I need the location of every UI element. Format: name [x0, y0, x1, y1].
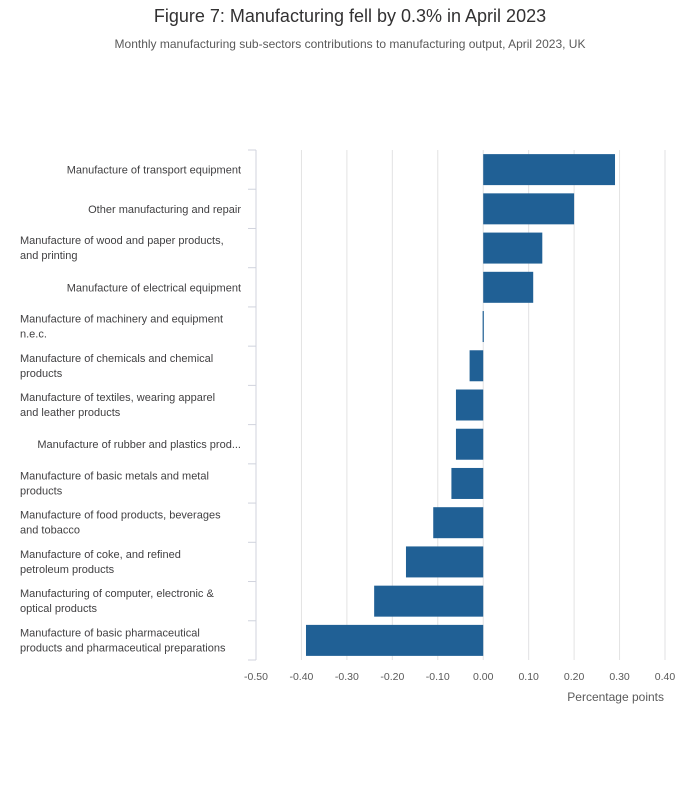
- x-axis-ticks: -0.50 -0.40 -0.30 -0.20 -0.10 0.00 0.10 0.20 0.3…: [244, 671, 675, 683]
- category-label: Manufacture of basic pharmaceutical: [20, 627, 200, 639]
- category-label: Manufacture of transport equipment: [67, 165, 241, 177]
- x-tick-label: -0.10: [426, 671, 450, 683]
- bar: [455, 389, 484, 421]
- category-label: products: [20, 485, 63, 497]
- category-label: Manufacture of electrical equipment: [67, 282, 241, 294]
- bar: [469, 350, 484, 382]
- category-label: optical products: [20, 603, 98, 615]
- category-label: Other manufacturing and repair: [88, 204, 241, 216]
- category-label: n.e.c.: [20, 329, 47, 341]
- bar: [483, 154, 616, 186]
- category-label: Manufacturing of computer, electronic &: [20, 588, 214, 600]
- category-label: and tobacco: [20, 525, 80, 537]
- x-tick-label: 0.40: [655, 671, 676, 683]
- bar: [483, 271, 534, 303]
- chart-subtitle: Monthly manufacturing sub-sectors contri…: [114, 37, 586, 51]
- x-tick-label: 0.30: [609, 671, 630, 683]
- bar: [482, 311, 484, 343]
- bar: [455, 428, 484, 460]
- category-label: and printing: [20, 250, 78, 262]
- chart-title: Figure 7: Manufacturing fell by 0.3% in …: [153, 6, 547, 26]
- category-label: Manufacture of food products, beverages: [20, 510, 221, 522]
- category-label: Manufacture of coke, and refined: [20, 549, 181, 561]
- category-label: Manufacture of wood and paper products,: [20, 235, 224, 247]
- category-label: Manufacture of textiles, wearing apparel: [20, 392, 215, 404]
- x-tick-label: -0.40: [289, 671, 313, 683]
- category-labels: Manufacture of transport equipment Other …: [20, 165, 241, 655]
- category-label: products and pharmaceutical preparations: [20, 642, 226, 654]
- y-axis: [248, 149, 257, 661]
- bar: [433, 507, 484, 539]
- x-tick-label: -0.20: [380, 671, 404, 683]
- category-label: petroleum products: [20, 564, 115, 576]
- category-label: Manufacture of chemicals and chemical: [20, 353, 213, 365]
- x-tick-label: 0.20: [564, 671, 585, 683]
- bar: [405, 546, 484, 578]
- bar: [483, 232, 543, 264]
- category-label: products: [20, 368, 63, 380]
- bars: [305, 154, 616, 656]
- x-tick-label: 0.10: [518, 671, 539, 683]
- bar: [305, 624, 484, 656]
- x-tick-label: -0.50: [244, 671, 268, 683]
- x-tick-label: 0.00: [473, 671, 494, 683]
- bar: [451, 467, 484, 499]
- bar: [374, 585, 484, 617]
- category-label: Manufacture of machinery and equipment: [20, 314, 223, 326]
- x-tick-label: -0.30: [335, 671, 359, 683]
- category-label: and leather products: [20, 407, 121, 419]
- category-label: Manufacture of basic metals and metal: [20, 470, 209, 482]
- category-label: Manufacture of rubber and plastics prod.…: [37, 439, 241, 451]
- x-axis-title: Percentage points: [567, 690, 664, 704]
- bar: [483, 193, 575, 225]
